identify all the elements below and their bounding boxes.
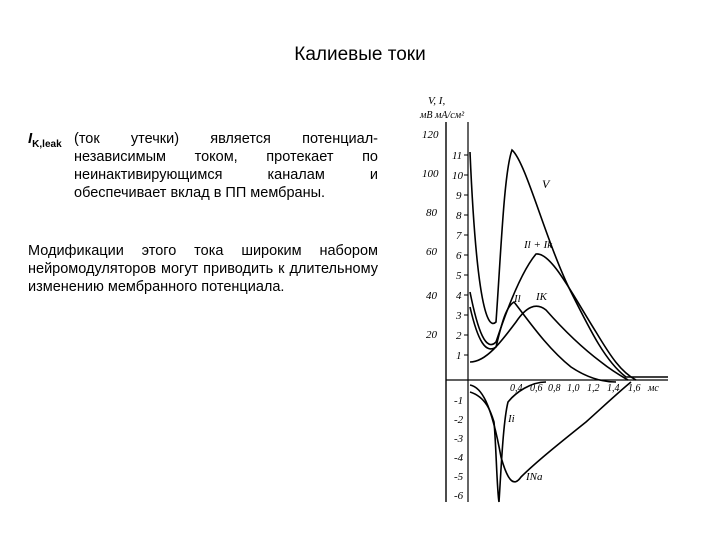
i-tick: -5 bbox=[454, 471, 464, 483]
t-tick: 1,4 bbox=[607, 383, 620, 394]
leak-current-symbol: IK,leak bbox=[28, 130, 62, 154]
v-tick: 80 bbox=[426, 207, 438, 219]
i-tick: -1 bbox=[454, 395, 463, 407]
label-il: Il bbox=[513, 293, 521, 305]
t-unit: мс bbox=[647, 383, 659, 394]
current-figure: V, I, мВ мА/см² 120 100 80 60 40 20 11 1… bbox=[419, 95, 668, 503]
curve-ii bbox=[469, 381, 547, 503]
i-tick: 4 bbox=[456, 290, 462, 302]
i-tick: -2 bbox=[454, 414, 464, 426]
i-tick: 6 bbox=[456, 250, 462, 262]
i-tick: 11 bbox=[452, 150, 462, 162]
t-tick: 0,6 bbox=[530, 383, 543, 394]
i-tick: 8 bbox=[456, 210, 462, 222]
i-tick-labels-negative: -1 -2 -3 -4 -5 -6 bbox=[454, 395, 464, 502]
label-ii: Ii bbox=[507, 413, 515, 425]
i-tick: 9 bbox=[456, 190, 462, 202]
paragraph-modulation: Модификации этого тока широким набором н… bbox=[28, 243, 378, 295]
time-tick-labels: 0,4 0,6 0,8 1,0 1,2 1,4 1,6 мс bbox=[510, 383, 659, 394]
label-ina: INa bbox=[525, 471, 543, 483]
label-v: V bbox=[542, 177, 551, 191]
axis-header-line1: V, I, bbox=[428, 95, 445, 107]
i-tick: 3 bbox=[455, 310, 462, 322]
i-tick: 10 bbox=[452, 170, 464, 182]
v-tick: 100 bbox=[422, 168, 439, 180]
i-tick: 2 bbox=[456, 330, 462, 342]
t-tick: 1,2 bbox=[587, 383, 600, 394]
curve-il bbox=[469, 300, 617, 383]
t-tick: 0,4 bbox=[510, 383, 523, 394]
v-tick: 60 bbox=[426, 246, 438, 258]
i-tick: 7 bbox=[456, 230, 462, 242]
curve-ik bbox=[469, 305, 629, 381]
curve-v bbox=[469, 148, 668, 378]
curve-ina bbox=[469, 381, 632, 483]
i-tick-labels-positive: 11 10 9 8 7 6 5 4 3 2 1 bbox=[452, 150, 464, 362]
curve-il-ik bbox=[469, 253, 637, 381]
t-tick: 1,6 bbox=[628, 383, 641, 394]
axis-header-line2: мВ мА/см² bbox=[419, 110, 465, 121]
symbol-main: I bbox=[28, 130, 33, 147]
v-tick: 120 bbox=[422, 129, 439, 141]
label-ik: IK bbox=[535, 291, 548, 303]
i-tick: 5 bbox=[456, 270, 462, 282]
symbol-subscript: K,leak bbox=[32, 139, 62, 150]
t-tick: 0,8 bbox=[548, 383, 561, 394]
v-tick: 20 bbox=[426, 329, 438, 341]
page-title: Калиевые токи bbox=[294, 44, 426, 65]
paragraph-leak-current: IK,leak (ток утечки) является потенциал-… bbox=[28, 130, 378, 202]
i-tick: -3 bbox=[454, 433, 464, 445]
label-il-ik: Il + Ik bbox=[523, 239, 553, 251]
i-tick: -4 bbox=[454, 452, 464, 464]
i-tick: -6 bbox=[454, 490, 464, 502]
i-tick: 1 bbox=[456, 350, 462, 362]
v-tick: 40 bbox=[426, 290, 438, 302]
v-tick-labels: 120 100 80 60 40 20 bbox=[422, 129, 439, 341]
leak-current-text: (ток утечки) является потенциал-независи… bbox=[74, 131, 378, 201]
t-tick: 1,0 bbox=[567, 383, 580, 394]
